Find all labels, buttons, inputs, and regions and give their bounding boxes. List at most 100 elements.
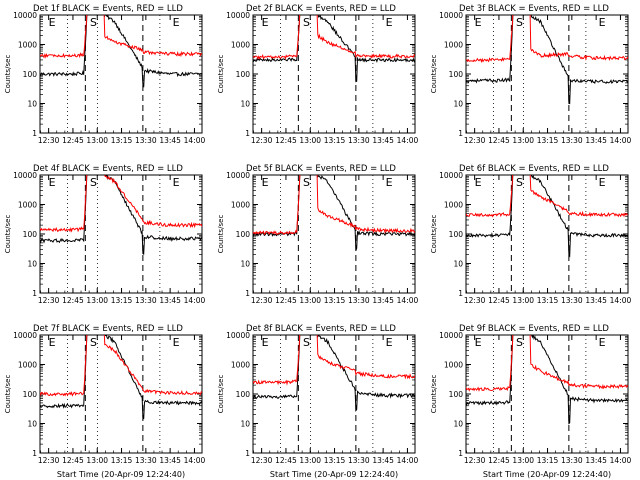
x-axis-label: Start Time (20-Apr-09 12:24:40) [57,470,185,479]
region-label: E [49,176,56,189]
y-tick-label: 10 [240,260,250,269]
region-label: E [475,176,482,189]
x-tick-label: 14:00 [397,456,419,465]
x-tick-label: 13:45 [372,136,394,145]
region-label: S [90,16,97,29]
y-tick-label: 100 [449,230,464,239]
y-tick-label: 10 [453,420,463,429]
x-tick-label: 13:00 [512,296,534,305]
lld-series-line [40,15,202,59]
region-label: S [90,176,97,189]
y-tick-label: 10 [27,260,37,269]
x-tick-label: 13:45 [372,296,394,305]
x-tick-label: 12:30 [464,296,486,305]
y-tick-label: 10000 [226,171,250,180]
region-label: E [599,336,606,349]
x-tick-label: 13:15 [111,296,133,305]
x-tick-label: 13:30 [135,456,157,465]
y-tick-label: 1000 [18,41,37,50]
x-tick-label: 13:00 [512,456,534,465]
lld-series-line [466,335,628,392]
detector-panel: Det 6f BLACK = Events, RED = LLD Counts/s… [430,164,631,305]
region-label: E [173,16,180,29]
y-tick-label: 100 [236,230,251,239]
x-tick-label: 13:45 [159,456,181,465]
lld-series-line [253,175,415,236]
panel-title: Det 7f BLACK = Events, RED = LLD [33,324,183,334]
region-label: E [386,336,393,349]
y-axis-label: Counts/sec [217,215,225,254]
plot-frame [465,14,629,134]
panel-title: Det 8f BLACK = Events, RED = LLD [246,324,396,334]
panel-title: Det 5f BLACK = Events, RED = LLD [246,164,396,174]
x-tick-label: 13:30 [348,296,370,305]
x-tick-label: 12:45 [62,136,84,145]
x-axis-label: Start Time (20-Apr-09 12:24:40) [483,470,611,479]
y-axis-label: Counts/sec [430,375,438,414]
detector-panel: Det 8f BLACK = Events, RED = LLD Counts/s… [217,324,418,479]
x-tick-label: 13:30 [348,136,370,145]
x-tick-label: 13:30 [135,296,157,305]
x-tick-label: 13:30 [561,296,583,305]
y-tick-label: 10000 [226,331,250,340]
x-tick-label: 12:30 [38,296,60,305]
panel-title: Det 9f BLACK = Events, RED = LLD [459,324,609,334]
x-tick-label: 12:45 [275,296,297,305]
y-tick-label: 100 [236,70,251,79]
region-label: E [262,16,269,29]
region-label: S [516,176,523,189]
region-label: E [173,336,180,349]
y-tick-label: 1 [32,129,37,138]
x-tick-label: 13:45 [159,296,181,305]
y-tick-label: 10 [27,100,37,109]
x-tick-label: 12:30 [464,456,486,465]
x-tick-label: 12:45 [62,456,84,465]
region-label: E [262,176,269,189]
y-tick-label: 10000 [226,11,250,20]
region-label: E [386,16,393,29]
x-tick-label: 12:45 [275,456,297,465]
x-tick-label: 12:45 [488,456,510,465]
detector-panel: Det 9f BLACK = Events, RED = LLD Counts/s… [430,324,631,479]
x-tick-label: 13:15 [111,456,133,465]
y-tick-label: 1000 [444,201,463,210]
x-tick-label: 13:00 [86,296,108,305]
y-tick-label: 100 [449,70,464,79]
x-tick-label: 12:30 [251,136,273,145]
y-tick-label: 1000 [231,41,250,50]
x-tick-label: 14:00 [610,136,632,145]
y-tick-label: 1000 [231,361,250,370]
events-series-line [466,175,628,258]
region-label: S [90,336,97,349]
x-tick-label: 14:00 [397,136,419,145]
x-tick-label: 12:30 [251,456,273,465]
y-tick-label: 10000 [13,331,37,340]
x-tick-label: 12:45 [488,296,510,305]
region-label: S [303,336,310,349]
lld-series-line [253,15,415,60]
x-tick-label: 14:00 [184,456,206,465]
y-tick-label: 10 [453,100,463,109]
y-axis-label: Counts/sec [4,215,12,254]
lld-series-line [253,335,415,386]
x-tick-label: 13:45 [372,456,394,465]
events-series-line [253,15,415,83]
lld-series-line [466,15,628,63]
x-tick-label: 13:15 [537,296,559,305]
y-axis-label: Counts/sec [430,215,438,254]
region-label: E [386,176,393,189]
y-tick-label: 1 [245,129,250,138]
region-label: E [262,336,269,349]
detector-panel: Det 4f BLACK = Events, RED = LLD Counts/s… [4,164,205,305]
panel-title: Det 3f BLACK = Events, RED = LLD [459,4,609,14]
x-tick-label: 12:45 [62,296,84,305]
x-tick-label: 13:15 [111,136,133,145]
x-tick-label: 13:00 [299,136,321,145]
y-tick-label: 1000 [444,361,463,370]
region-label: E [475,16,482,29]
detector-panel: Det 7f BLACK = Events, RED = LLD Counts/s… [4,324,205,479]
x-tick-label: 12:30 [464,136,486,145]
x-axis-label: Start Time (20-Apr-09 12:24:40) [270,470,398,479]
detector-panel: Det 5f BLACK = Events, RED = LLD Counts/s… [217,164,418,305]
y-tick-label: 10000 [13,11,37,20]
